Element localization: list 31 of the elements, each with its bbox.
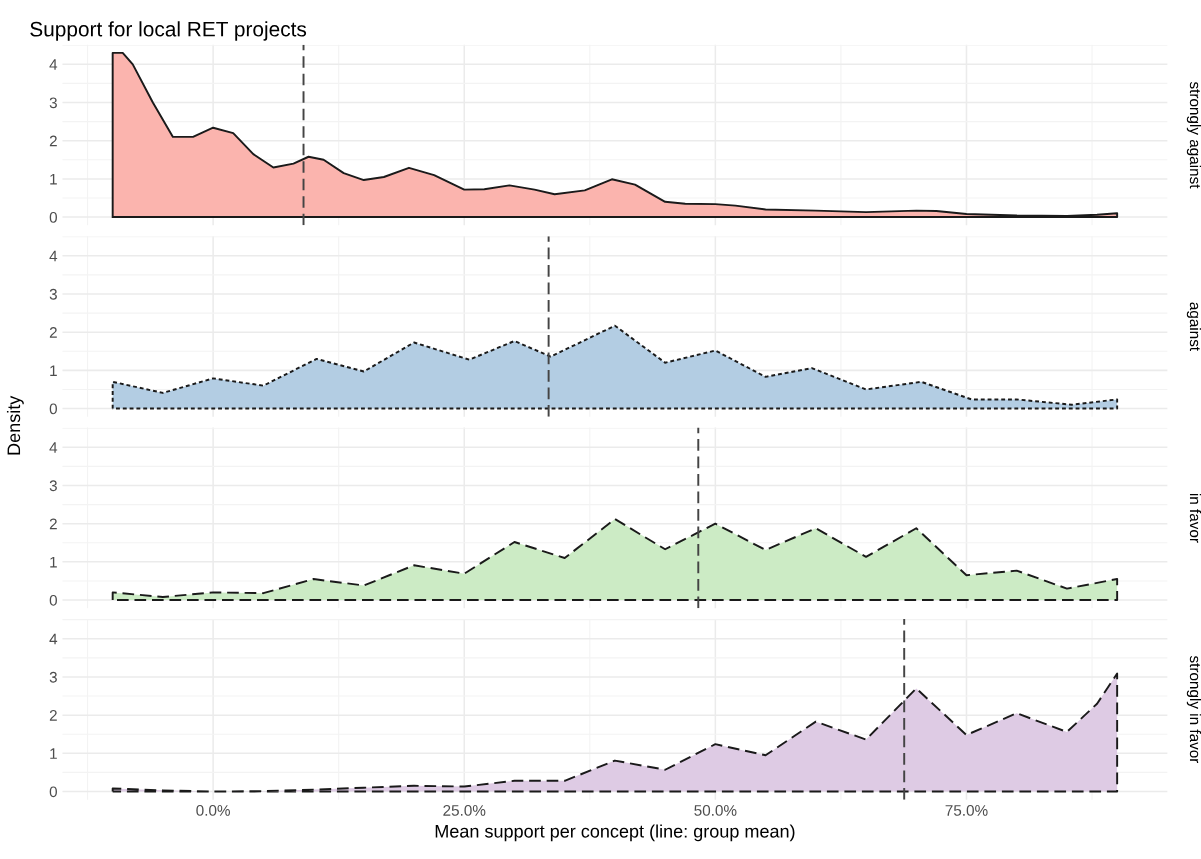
y-tick-label: 2 (49, 327, 57, 338)
y2-axis-title: strongly against (1186, 81, 1201, 189)
x-tick-label: 0.0% (196, 804, 230, 816)
y-tick-label: 0 (49, 786, 57, 798)
chart-title: Support for local RET projects (30, 21, 307, 41)
y-tick-label: 2 (49, 710, 57, 721)
y2-axis-title: strongly in favor (1186, 655, 1201, 764)
x-axis-title: Mean support per concept (line: group mean) (435, 824, 795, 842)
y2-axis-title: against (1186, 302, 1201, 351)
y-tick-label: 0 (49, 594, 57, 606)
y2-axis-title: in favor (1189, 493, 1201, 543)
y-tick-label: 2 (49, 518, 57, 530)
y-tick-label: 4 (49, 59, 58, 70)
x-tick-label: 25.0% (443, 804, 486, 816)
x-tick-label: 75.0% (945, 804, 988, 816)
y-tick-label: 4 (49, 442, 58, 453)
y-tick-label: 3 (49, 671, 57, 683)
y-tick-label: 1 (50, 748, 57, 759)
y-tick-label: 1 (50, 173, 57, 185)
y-tick-label: 4 (49, 633, 58, 645)
x-tick-label: 50.0% (694, 804, 737, 816)
y-tick-label: 3 (49, 480, 57, 492)
y-tick-label: 1 (50, 365, 57, 376)
y-tick-label: 2 (49, 135, 57, 147)
y-tick-label: 3 (49, 97, 57, 109)
y-tick-label: 4 (49, 250, 58, 262)
y-tick-label: 0 (49, 403, 57, 415)
y-axis-title: Density (6, 395, 24, 455)
y-tick-label: 1 (50, 556, 57, 568)
y-tick-label: 0 (49, 211, 57, 223)
y-tick-label: 3 (49, 288, 57, 300)
